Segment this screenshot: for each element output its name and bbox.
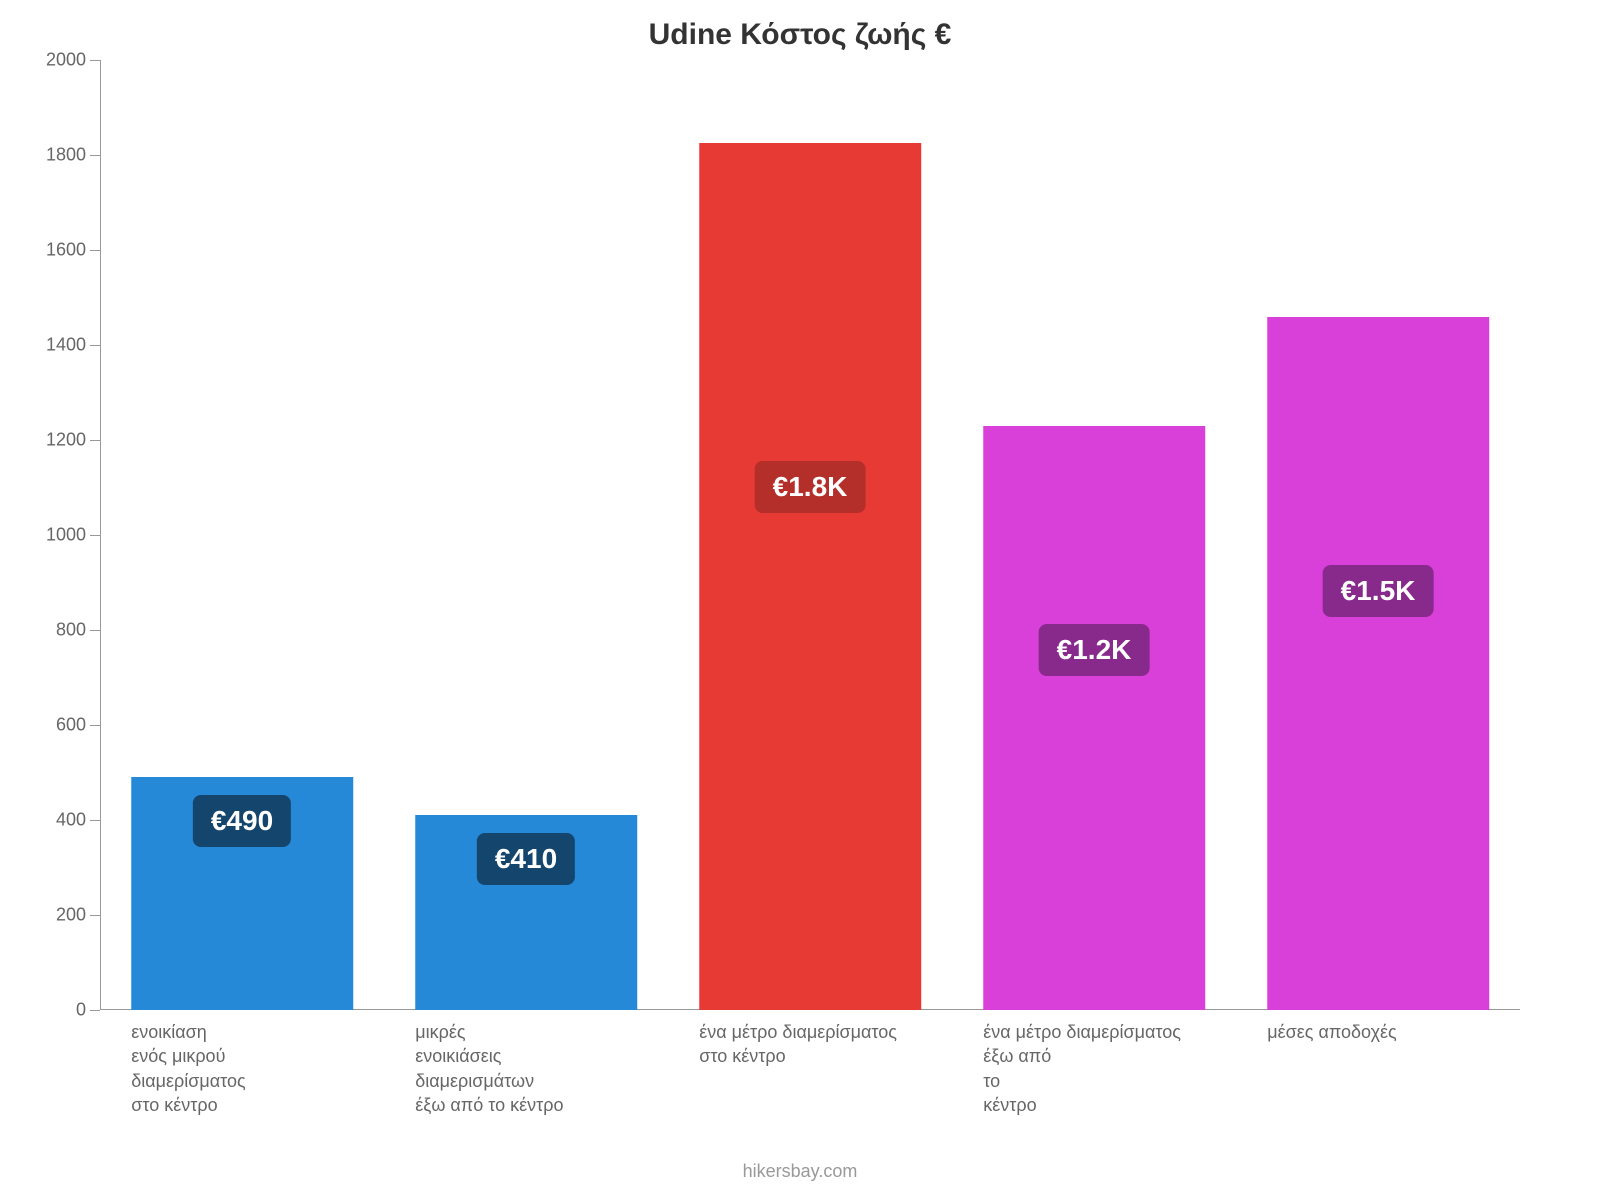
value-badge: €490 xyxy=(193,795,291,847)
chart-title: Udine Κόστος ζωής € xyxy=(0,18,1600,52)
y-tick-label: 800 xyxy=(56,620,100,641)
bars-group: €490 €410 €1.8K €1.2K €1.5K xyxy=(100,60,1520,1010)
bar-slot: €410 xyxy=(384,60,668,1010)
y-tick-label: 1400 xyxy=(46,335,100,356)
x-axis-label: μικρέςενοικιάσειςδιαμερισμάτωνέξω από το… xyxy=(415,1020,677,1117)
bar-slot: €490 xyxy=(100,60,384,1010)
y-tick-label: 2000 xyxy=(46,50,100,71)
bar-slot: €1.2K xyxy=(952,60,1236,1010)
bar-slot: €1.5K xyxy=(1236,60,1520,1010)
bar xyxy=(699,143,921,1010)
value-badge: €1.2K xyxy=(1039,624,1150,676)
plot-area: €490€410€1.8K€1.2K€1.5K 0200400600800100… xyxy=(100,60,1520,1010)
value-badge: €1.5K xyxy=(1323,565,1434,617)
y-tick-label: 0 xyxy=(76,1000,100,1021)
y-tick-label: 1000 xyxy=(46,525,100,546)
y-tick-label: 200 xyxy=(56,905,100,926)
bar xyxy=(1267,317,1489,1011)
x-axis-label: μέσες αποδοχές xyxy=(1267,1020,1529,1044)
x-axis-label: ένα μέτρο διαμερίσματοςστο κέντρο xyxy=(699,1020,961,1069)
bar xyxy=(983,426,1205,1010)
y-tick-label: 1200 xyxy=(46,430,100,451)
value-badge: €1.8K xyxy=(755,461,866,513)
y-tick-label: 400 xyxy=(56,810,100,831)
chart-container: Udine Κόστος ζωής € €490 €410 €1.8K €1.2K €1… xyxy=(0,0,1600,1200)
attribution-text: hikersbay.com xyxy=(0,1161,1600,1182)
x-axis-label: ενοικίασηενός μικρούδιαμερίσματοςστο κέν… xyxy=(131,1020,393,1117)
bar-slot: €1.8K xyxy=(668,60,952,1010)
y-tick-label: 1600 xyxy=(46,240,100,261)
value-badge: €410 xyxy=(477,833,575,885)
y-tick-label: 600 xyxy=(56,715,100,736)
x-axis-label: ένα μέτρο διαμερίσματοςέξω απότοκέντρο xyxy=(983,1020,1245,1117)
y-tick-label: 1800 xyxy=(46,145,100,166)
